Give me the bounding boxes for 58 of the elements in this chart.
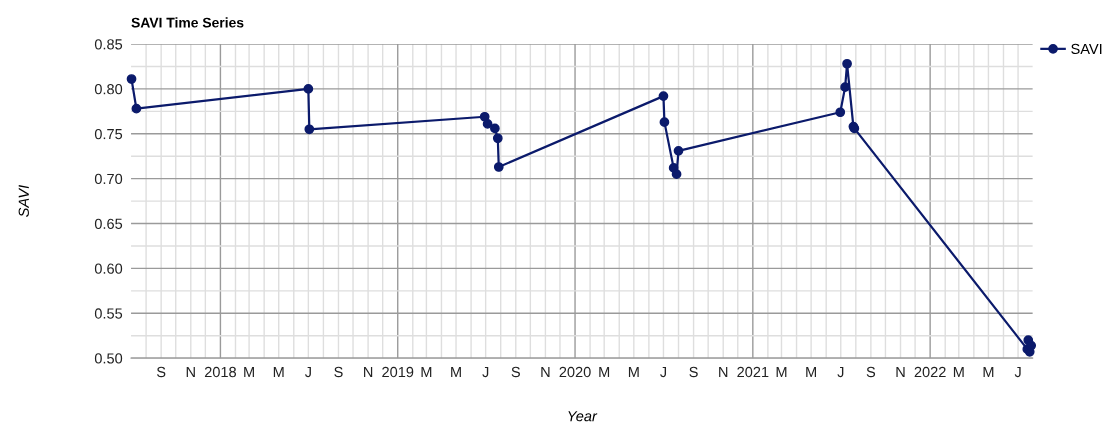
x-tick-label: M: [776, 367, 787, 378]
x-tick-label: J: [837, 367, 844, 378]
legend-label: SAVI: [1071, 43, 1102, 55]
point: [658, 91, 669, 101]
y-tick-label: 0.75: [94, 128, 123, 140]
x-tick-label: N: [186, 367, 195, 378]
x-tick-label: M: [983, 367, 994, 378]
point: [490, 123, 500, 134]
x-tick-label: N: [896, 367, 905, 378]
y-tick-label: 0.50: [94, 353, 123, 364]
x-tick-label: S: [689, 366, 698, 378]
y-tick-label: 0.80: [94, 84, 123, 95]
x-tick-label: S: [334, 366, 343, 378]
point: [493, 162, 504, 172]
point: [842, 58, 852, 69]
x-tick-label: S: [156, 366, 166, 378]
x-tick-label: N: [541, 367, 550, 378]
x-tick-label: M: [953, 367, 964, 378]
point: [673, 145, 684, 156]
point: [840, 82, 850, 92]
x-tick-label: M: [244, 367, 254, 378]
point: [482, 119, 493, 129]
point: [492, 133, 503, 144]
x-tick-label: M: [628, 367, 639, 378]
y-tick-label: 0.70: [94, 173, 123, 185]
y-tick-label: 0.65: [94, 218, 123, 229]
x-tick-label: S: [866, 366, 876, 378]
x-tick-label: M: [421, 367, 432, 378]
x-tick-label: 2020: [559, 366, 591, 378]
y-tick-label: 0.85: [94, 39, 123, 50]
point: [131, 103, 142, 114]
x-tick-label: M: [599, 367, 610, 378]
x-tick-label: J: [482, 367, 489, 378]
x-tick-label: M: [806, 367, 816, 378]
chart-title: SAVI Time Series: [131, 17, 244, 28]
point: [126, 74, 137, 84]
x-tick-label: 2022: [914, 366, 946, 378]
x-tick-label: J: [304, 367, 311, 378]
y-tick-label: 0.55: [94, 308, 123, 319]
x-tick-label: 2018: [204, 366, 237, 378]
x-tick-label: N: [364, 367, 373, 378]
point: [304, 124, 315, 135]
point: [835, 107, 846, 118]
x-tick-label: J: [660, 367, 667, 378]
x-tick-label: M: [273, 367, 284, 378]
y-axis-title: SAVI: [18, 185, 29, 217]
x-tick-label: J: [1014, 367, 1021, 378]
point: [1026, 340, 1037, 351]
point: [659, 117, 670, 127]
x-tick-label: 2019: [382, 366, 414, 378]
x-axis-title: Year: [568, 411, 598, 422]
y-tick-label: 0.60: [94, 263, 123, 274]
point: [303, 84, 314, 94]
x-tick-label: M: [451, 367, 461, 378]
x-tick-label: 2021: [737, 366, 769, 378]
x-tick-label: S: [511, 366, 520, 378]
x-tick-label: N: [719, 367, 728, 378]
point: [671, 169, 682, 180]
